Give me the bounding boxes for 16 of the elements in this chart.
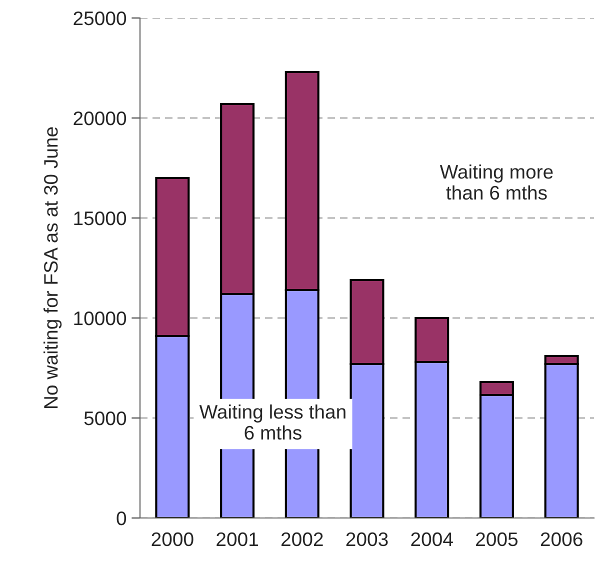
x-tick-label: 2002: [281, 532, 323, 546]
y-tick-label: 10000: [74, 311, 126, 326]
x-tick-label: 2006: [540, 532, 582, 546]
x-tick-label: 2005: [476, 532, 518, 546]
y-axis-title: No waiting for FSA as at 30 June: [44, 127, 62, 408]
y-tick-label: 5000: [84, 411, 126, 426]
annotation: Waiting more than 6 mths: [440, 164, 553, 200]
annotation: Waiting less than 6 mths: [199, 404, 346, 440]
y-tick-label: 0: [116, 511, 126, 526]
x-tick-label: 2001: [216, 532, 258, 546]
y-tick-label: 20000: [74, 111, 126, 126]
x-tick-label: 2004: [411, 532, 453, 546]
x-tick-label: 2000: [152, 532, 194, 546]
x-tick-label: 2003: [346, 532, 388, 546]
y-tick-label: 15000: [74, 211, 126, 226]
y-tick-label: 25000: [74, 11, 126, 26]
